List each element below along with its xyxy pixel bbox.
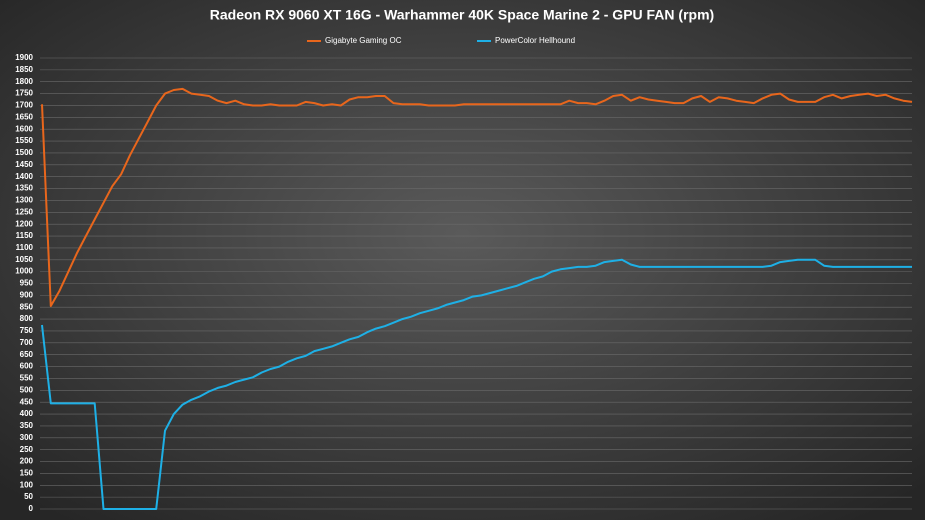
legend-label: Gigabyte Gaming OC xyxy=(325,36,402,45)
y-tick-label: 1000 xyxy=(15,267,33,276)
y-tick-label: 1200 xyxy=(15,219,33,228)
y-tick-label: 1500 xyxy=(15,148,33,157)
legend: Gigabyte Gaming OC PowerColor Hellhound xyxy=(307,36,575,45)
plot xyxy=(41,87,913,510)
y-tick-label: 150 xyxy=(20,469,34,478)
y-tick-label: 1300 xyxy=(15,196,33,205)
y-tick-label: 1150 xyxy=(16,231,34,240)
y-tick-label: 1800 xyxy=(15,77,33,86)
y-tick-label: 1600 xyxy=(15,124,33,133)
y-tick-label: 1700 xyxy=(15,101,33,110)
y-tick-label: 1050 xyxy=(15,255,33,264)
y-tick-label: 1750 xyxy=(15,89,33,98)
y-tick-label: 1350 xyxy=(15,184,33,193)
series-line xyxy=(41,87,913,307)
y-tick-label: 1650 xyxy=(15,112,33,121)
y-tick-label: 1400 xyxy=(15,172,33,181)
y-tick-label: 850 xyxy=(20,302,34,311)
y-tick-label: 400 xyxy=(20,409,34,418)
y-tick-label: 1850 xyxy=(15,65,33,74)
y-tick-label: 800 xyxy=(20,314,34,323)
y-tick-label: 950 xyxy=(20,279,34,288)
y-tick-label: 350 xyxy=(20,421,34,430)
y-tick-label: 1550 xyxy=(15,136,33,145)
y-tick-label: 250 xyxy=(20,445,34,454)
y-tick-label: 0 xyxy=(29,504,34,513)
series-line xyxy=(41,258,912,510)
y-tick-label: 200 xyxy=(20,457,34,466)
y-tick-label: 750 xyxy=(20,326,34,335)
y-tick-label: 100 xyxy=(20,480,34,489)
y-tick-label: 900 xyxy=(20,290,34,299)
y-tick-label: 700 xyxy=(20,338,34,347)
y-tick-label: 300 xyxy=(20,433,34,442)
y-tick-label: 600 xyxy=(20,362,34,371)
y-tick-label: 650 xyxy=(20,350,34,359)
y-tick-label: 500 xyxy=(20,385,34,394)
y-tick-label: 450 xyxy=(20,397,34,406)
chart-title: Radeon RX 9060 XT 16G - Warhammer 40K Sp… xyxy=(210,7,714,23)
y-tick-label: 1100 xyxy=(16,243,34,252)
legend-label: PowerColor Hellhound xyxy=(495,36,575,45)
grid: 0 50 100 150 200 250 300 350 400 450 500 550 600 650 7… xyxy=(15,53,912,513)
y-tick-label: 1450 xyxy=(15,160,33,169)
y-tick-label: 50 xyxy=(24,492,33,501)
y-tick-label: 1900 xyxy=(15,53,33,62)
y-tick-label: 1250 xyxy=(15,207,33,216)
y-tick-label: 550 xyxy=(20,374,34,383)
